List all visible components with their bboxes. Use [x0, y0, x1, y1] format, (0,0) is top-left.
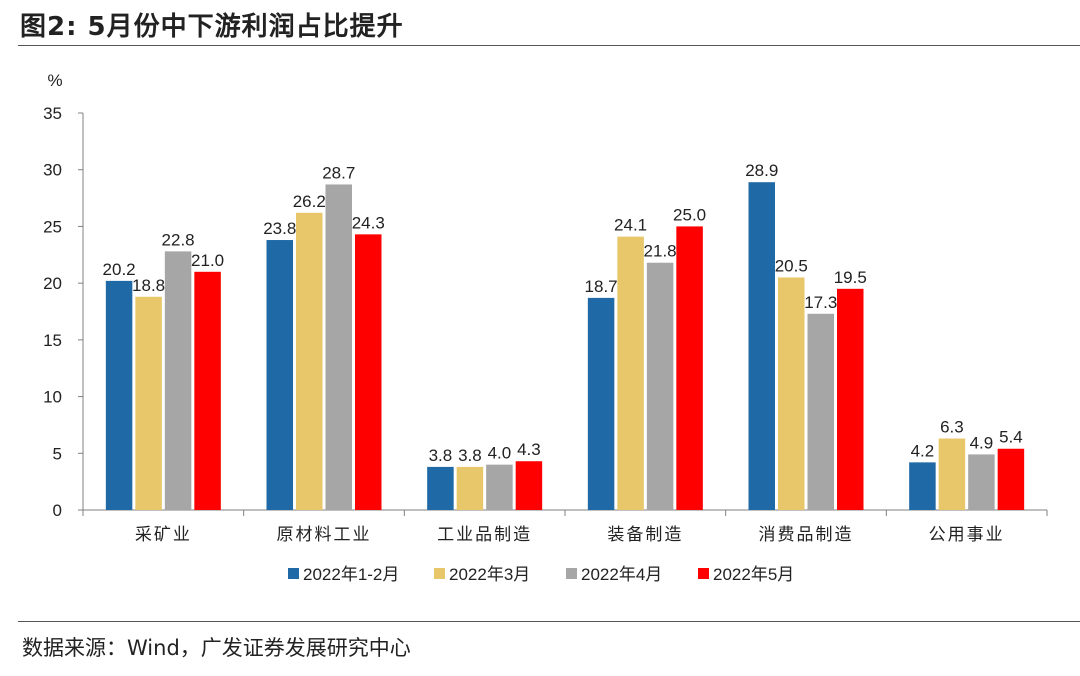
bar-value-label: 4.3 — [517, 440, 541, 459]
x-category-label: 原材料工业 — [277, 525, 372, 544]
x-category-label: 工业品制造 — [437, 525, 532, 544]
bar — [355, 234, 382, 510]
bar — [105, 280, 133, 510]
bar-value-label: 18.8 — [132, 276, 165, 295]
bar — [968, 454, 995, 510]
y-tick-label: 0 — [53, 501, 62, 520]
bar — [164, 251, 192, 510]
bar — [486, 464, 513, 510]
bar-value-label: 21.0 — [191, 251, 224, 270]
bar-value-label: 24.1 — [614, 216, 647, 235]
bar — [515, 461, 543, 510]
bar — [194, 271, 221, 510]
y-tick-label: 15 — [43, 331, 62, 350]
y-tick-label: 30 — [43, 161, 62, 180]
x-category-label: 消费品制造 — [759, 525, 854, 544]
bar-value-label: 21.8 — [644, 242, 677, 261]
bar-value-label: 5.4 — [999, 428, 1023, 447]
figure-title: 图2: 5月份中下游利润占比提升 — [20, 12, 404, 42]
bar-value-label: 3.8 — [429, 446, 453, 465]
bar-value-label: 20.5 — [775, 256, 808, 275]
legend-label: 2022年3月 — [449, 565, 530, 584]
bar — [427, 466, 454, 510]
y-tick-label: 5 — [53, 444, 62, 463]
bar-value-label: 26.2 — [293, 192, 326, 211]
bar-value-label: 4.0 — [488, 444, 512, 463]
bar-value-label: 4.2 — [911, 441, 935, 460]
bar-value-label: 23.8 — [263, 219, 296, 238]
bar-value-label: 20.2 — [103, 260, 136, 279]
bar — [135, 296, 162, 510]
bar-chart: % 0 5 10 15 20 25 30 35 采矿业 20.218.8 22.8 21.0 原材料工业 2… — [43, 71, 1048, 584]
y-tick-label: 10 — [43, 388, 62, 407]
bar-value-label: 24.3 — [352, 213, 385, 232]
bar-value-label: 6.3 — [940, 418, 964, 437]
bar — [778, 277, 805, 510]
bar — [617, 236, 644, 510]
source-divider — [18, 621, 1080, 622]
bar-value-label: 22.8 — [162, 230, 195, 249]
legend-swatch — [698, 568, 709, 579]
bar — [748, 182, 775, 511]
legend-swatch — [434, 568, 445, 579]
bar — [266, 240, 293, 511]
source-note: 数据来源：Wind，广发证券发展研究中心 — [22, 636, 411, 660]
bar-value-label: 3.8 — [458, 446, 482, 465]
legend-swatch — [566, 568, 577, 579]
bar-value-label: 4.9 — [970, 433, 994, 452]
legend-label: 2022年5月 — [713, 565, 794, 584]
bar — [646, 262, 674, 510]
bar — [587, 297, 615, 510]
bar-value-label: 28.7 — [322, 163, 355, 182]
y-tick-label: 35 — [43, 104, 62, 123]
bar — [456, 466, 484, 510]
y-tick-label: 25 — [43, 217, 62, 236]
bar-value-label: 25.0 — [673, 205, 706, 224]
x-category-label: 采矿业 — [135, 525, 192, 544]
bar — [997, 448, 1025, 510]
bar — [296, 212, 323, 510]
bar-value-label: 18.7 — [585, 277, 618, 296]
bar-value-label: 19.5 — [834, 268, 867, 287]
title-divider — [18, 45, 1080, 46]
legend-label: 2022年1-2月 — [303, 565, 399, 584]
y-tick-label: 20 — [43, 274, 62, 293]
x-category-label: 公用事业 — [929, 525, 1005, 544]
bar — [807, 313, 834, 510]
x-category-label: 装备制造 — [607, 525, 683, 544]
bar — [938, 438, 966, 510]
bar-value-label: 17.3 — [804, 293, 837, 312]
legend-label: 2022年4月 — [581, 565, 662, 584]
bar-value-label: 28.9 — [745, 161, 778, 180]
bar — [676, 226, 703, 510]
y-axis-unit-label: % — [47, 71, 62, 90]
bar — [837, 288, 864, 510]
bar — [325, 184, 352, 510]
legend-swatch — [288, 568, 299, 579]
bar — [909, 462, 936, 510]
